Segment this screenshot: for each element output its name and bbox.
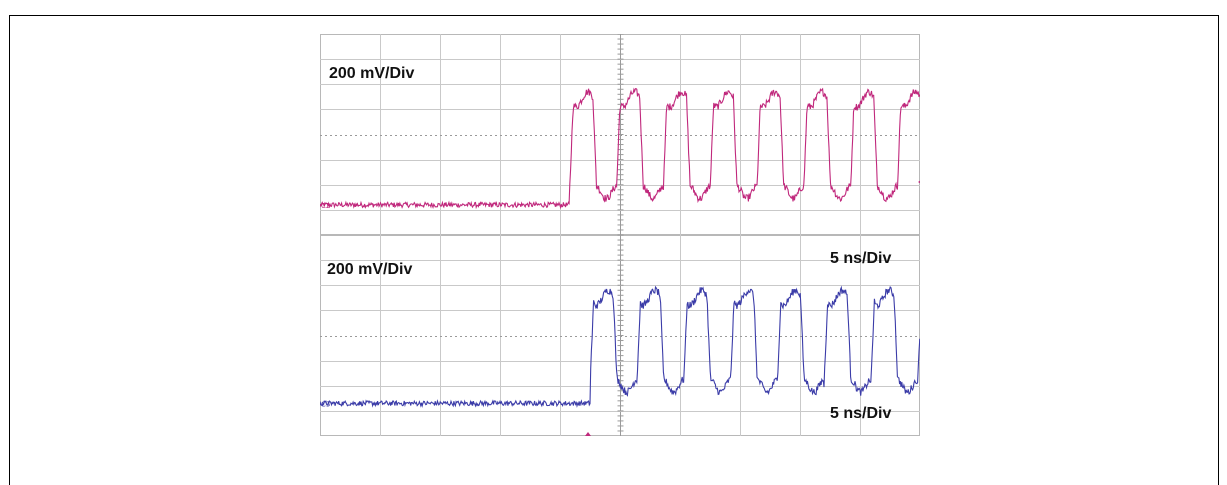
top-trace-time-scale: 5 ns/Div bbox=[830, 250, 892, 267]
trigger-marker bbox=[585, 432, 591, 436]
bottom-trace-time-scale: 5 ns/Div bbox=[830, 405, 892, 422]
figure-frame bbox=[9, 15, 1219, 485]
oscilloscope-svg: C2 C3 bbox=[320, 34, 920, 436]
top-trace-level-marker bbox=[918, 180, 920, 184]
oscilloscope-plot: C2 C3 bbox=[320, 34, 920, 436]
panel-2-trace bbox=[320, 285, 920, 408]
panel-2-channel-marker: C3 bbox=[321, 400, 330, 408]
panel-1-trace bbox=[320, 87, 920, 210]
panel-1-channel-marker: C2 bbox=[321, 202, 330, 210]
bottom-trace-vertical-scale: 200 mV/Div bbox=[327, 261, 413, 278]
figure-heading-clip bbox=[9, 0, 609, 13]
top-trace-vertical-scale: 200 mV/Div bbox=[329, 65, 415, 82]
